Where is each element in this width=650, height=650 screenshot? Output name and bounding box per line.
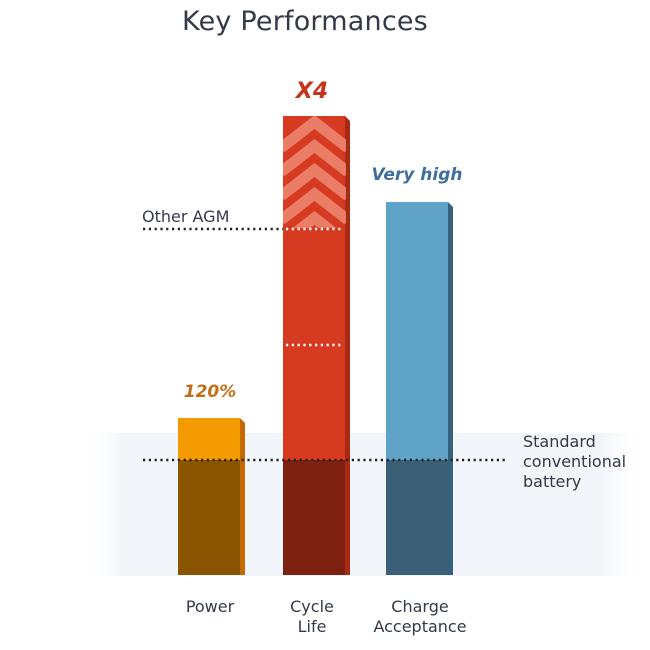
bar-annotation: Very high (371, 165, 462, 185)
category-label: Power (186, 597, 235, 616)
bar-1 (178, 418, 245, 575)
chevron (283, 163, 346, 201)
chevron-pattern (283, 116, 346, 228)
bar-side (345, 116, 350, 575)
chevron (283, 116, 346, 153)
bar-upper (386, 202, 448, 460)
bar-lower (178, 460, 240, 575)
bar-side (240, 418, 245, 575)
bar-3 (386, 202, 453, 575)
chevron (283, 187, 346, 225)
background-band (78, 433, 648, 576)
chevron (283, 139, 346, 177)
chevron (292, 211, 337, 228)
standard-battery-label: Standard conventional battery (523, 432, 626, 491)
other-agm-label: Other AGM (142, 207, 229, 226)
bar-upper (178, 418, 240, 460)
category-label: Cycle Life (290, 597, 334, 636)
bar-lower (386, 460, 448, 575)
category-label: Charge Acceptance (373, 597, 466, 636)
bar-lower (283, 460, 345, 575)
chart-title: Key Performances (182, 6, 428, 37)
bar-annotation: 120% (184, 382, 237, 402)
bar-side (448, 202, 453, 575)
bar-annotation: X4 (294, 79, 328, 104)
